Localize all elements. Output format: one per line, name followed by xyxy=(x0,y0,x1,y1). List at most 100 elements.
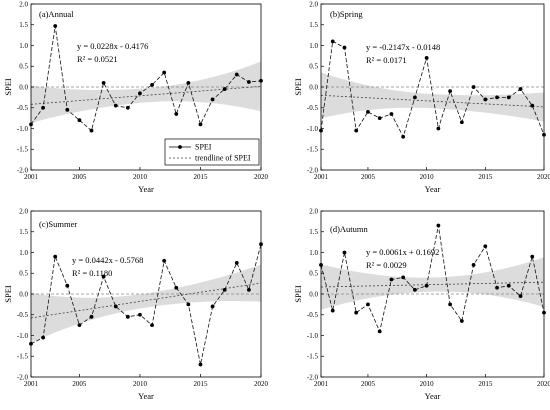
autumn-point-2007 xyxy=(389,277,394,282)
autumn-r-squared: R² = 0.0029 xyxy=(366,260,407,270)
annual-r-squared: R² = 0.0521 xyxy=(77,54,118,64)
summer-xtick-label: 2001 xyxy=(24,380,39,388)
summer-ytick-label: -2.0 xyxy=(17,373,29,381)
summer-ytick-label: -1.5 xyxy=(17,353,29,361)
summer-ytick-label: 1.5 xyxy=(19,228,28,236)
autumn-point-2010 xyxy=(424,283,429,288)
annual-point-2012 xyxy=(162,70,167,75)
autumn-point-2011 xyxy=(436,223,441,228)
spring-r-squared: R² = 0.0171 xyxy=(366,55,407,65)
autumn-xtick-label: 2010 xyxy=(420,380,435,388)
summer-point-2013 xyxy=(174,285,179,290)
annual-ytick-label: 2.0 xyxy=(19,0,28,8)
spring-ytick-label: 0.0 xyxy=(309,83,318,91)
autumn-xtick-label: 2005 xyxy=(361,380,376,388)
annual-point-2005 xyxy=(77,118,82,123)
spring-ytick-label: -0.5 xyxy=(307,104,319,112)
spring-ytick-label: 1.5 xyxy=(309,21,318,29)
annual-ytick-label: 0.5 xyxy=(19,63,28,71)
annual-xtick-label: 2020 xyxy=(254,173,269,181)
annual-point-2011 xyxy=(150,83,154,87)
spring-ytick-label: -2.0 xyxy=(307,166,319,174)
annual-point-2017 xyxy=(222,87,227,91)
panel-spring: -2.0 -1.5 -1.0 -0.5 0.0 0.5 1.0 1.5 2.0 2001 2005 2… xyxy=(293,0,550,194)
legend-entry-trendline: trendline of SPEI xyxy=(195,154,251,163)
spring-y-axis-label: SPEI xyxy=(293,78,303,96)
spring-xtick-label: 2020 xyxy=(537,173,550,181)
annual-x-axis-label: Year xyxy=(138,184,154,194)
summer-point-2006 xyxy=(89,314,94,319)
spring-ytick-label: 2.0 xyxy=(309,0,318,8)
autumn-point-2016 xyxy=(495,285,499,290)
annual-y-axis-label: SPEI xyxy=(3,78,13,96)
summer-ytick-label: 0.0 xyxy=(19,290,28,298)
autumn-point-2008 xyxy=(401,275,406,280)
autumn-ytick-label: -2.0 xyxy=(307,373,319,381)
spring-point-2019 xyxy=(530,103,535,108)
spring-point-2006 xyxy=(377,116,382,121)
autumn-ytick-label: 0.0 xyxy=(309,290,318,298)
autumn-trend-equation: y = 0.0061x + 0.1692 xyxy=(366,247,439,257)
spring-point-2003 xyxy=(342,45,347,50)
annual-ytick-label: -2.0 xyxy=(17,166,29,174)
spring-point-2014 xyxy=(471,85,476,89)
annual-xtick-label: 2005 xyxy=(72,173,87,181)
autumn-panel-title: (d)Autumn xyxy=(330,224,369,234)
spring-xtick-label: 2015 xyxy=(478,173,493,181)
spring-ytick-label: 1.0 xyxy=(309,42,318,50)
annual-xtick-label: 2015 xyxy=(193,173,208,181)
summer-point-2017 xyxy=(222,287,227,292)
autumn-ytick-label: -1.5 xyxy=(307,353,319,361)
annual-trendline xyxy=(30,85,262,105)
annual-point-2003 xyxy=(53,24,58,28)
annual-point-2014 xyxy=(186,80,191,85)
autumn-point-2009 xyxy=(412,287,417,292)
summer-panel-title: (c)Summer xyxy=(39,219,77,229)
panel-annual: -2.0 -1.5 -1.0 -0.5 0.0 0.5 1.0 1.5 2.0 2001 2005 2… xyxy=(3,0,269,194)
spring-point-2012 xyxy=(448,89,453,94)
autumn-point-2018 xyxy=(518,294,523,298)
spring-spei-line xyxy=(320,40,545,138)
annual-point-2006 xyxy=(89,128,94,133)
spring-point-2013 xyxy=(459,120,464,125)
summer-point-2014 xyxy=(186,302,191,307)
spring-point-2017 xyxy=(506,95,511,100)
legend: SPEI trendline of SPEI xyxy=(164,138,260,166)
annual-point-2007 xyxy=(101,80,106,85)
autumn-point-2002 xyxy=(330,308,335,313)
annual-ytick-label: 0.0 xyxy=(19,83,28,91)
summer-point-2004 xyxy=(65,283,70,288)
summer-ytick-label: 0.5 xyxy=(19,270,28,278)
autumn-x-axis-label: Year xyxy=(425,391,441,401)
summer-point-2010 xyxy=(138,312,142,317)
annual-trend-equation: y = 0.0228x - 0.4176 xyxy=(77,41,148,51)
summer-confidence-band xyxy=(31,264,261,343)
summer-point-2007 xyxy=(101,274,106,279)
spring-trendline xyxy=(320,94,545,108)
annual-point-2004 xyxy=(65,107,70,112)
autumn-ytick-label: 1.0 xyxy=(309,249,318,257)
annual-ytick-label: -0.5 xyxy=(17,104,29,112)
autumn-point-2004 xyxy=(354,310,359,315)
annual-confidence-band xyxy=(31,61,261,123)
annual-point-2009 xyxy=(125,105,130,110)
summer-point-2011 xyxy=(150,323,154,328)
annual-ytick-label: -1.0 xyxy=(17,125,29,133)
summer-y-axis-label: SPEI xyxy=(3,285,13,303)
annual-ytick-label: -1.5 xyxy=(17,146,29,154)
annual-xtick-label: 2010 xyxy=(133,173,148,181)
spring-ytick-label: 0.5 xyxy=(309,63,318,71)
annual-ytick-label: 1.0 xyxy=(19,42,28,50)
legend-spei-marker xyxy=(178,145,182,149)
autumn-point-2012 xyxy=(448,302,453,307)
spring-point-2009 xyxy=(412,95,417,100)
autumn-confidence-band xyxy=(321,257,544,310)
spring-x-axis-label: Year xyxy=(425,184,441,194)
spring-xtick-label: 2001 xyxy=(314,173,329,181)
summer-point-2015 xyxy=(198,362,203,367)
annual-spei-line xyxy=(30,25,262,132)
summer-xtick-label: 2020 xyxy=(254,380,269,388)
autumn-point-2005 xyxy=(366,302,370,307)
legend-entry-spei: SPEI xyxy=(195,143,212,152)
annual-point-2013 xyxy=(174,112,179,116)
